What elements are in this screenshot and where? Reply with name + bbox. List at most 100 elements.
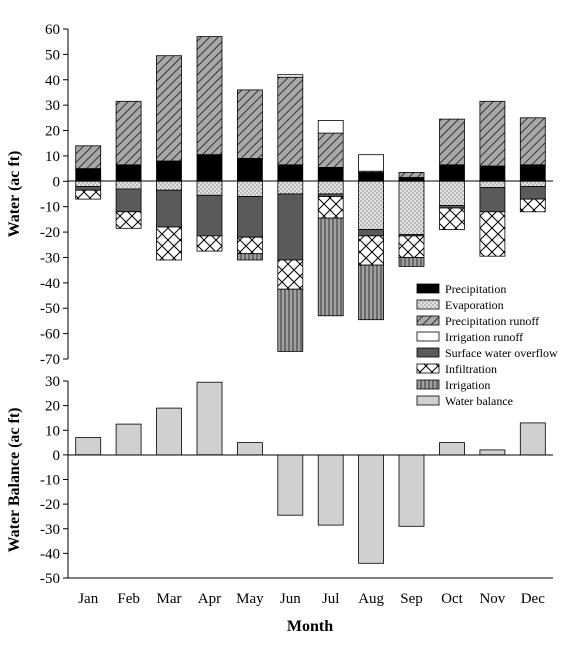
bar-water-balance-jan xyxy=(75,437,102,456)
top-y-tick-label: 0 xyxy=(53,174,61,190)
bar-precipitation-runoff-mar xyxy=(156,55,182,162)
bar-infiltration-may xyxy=(236,236,263,255)
legend-label-precipitation-runoff: Precipitation runoff xyxy=(445,314,539,328)
bar-infiltration-aug xyxy=(358,235,385,266)
legend-swatch-precipitation-runoff xyxy=(416,315,440,326)
bar-irrigation-runoff-aug xyxy=(358,154,385,172)
bar-water-balance-aug xyxy=(358,454,385,564)
legend-swatch-precipitation xyxy=(416,283,440,294)
top-y-tick-label: 20 xyxy=(45,124,60,140)
x-tick-label-may: May xyxy=(236,591,264,607)
bar-irrigation-runoff-jun xyxy=(277,74,304,78)
top-y-tick-label: 30 xyxy=(45,98,60,114)
bar-precipitation-feb xyxy=(115,164,142,182)
bottom-y-tick-label: -10 xyxy=(40,473,60,489)
bar-precipitation-runoff-dec xyxy=(519,117,546,166)
bar-infiltration-feb xyxy=(115,211,142,229)
bar-surface-water-overflow-nov xyxy=(479,187,506,213)
bar-precipitation-runoff-nov xyxy=(479,100,506,167)
bar-surface-water-overflow-mar xyxy=(156,189,182,228)
x-tick-label-jul: Jul xyxy=(322,591,340,607)
bar-precipitation-runoff-sep xyxy=(398,171,425,178)
bar-evaporation-dec xyxy=(519,180,546,187)
bar-surface-water-overflow-apr xyxy=(196,194,223,237)
bottom-y-tick-label: 30 xyxy=(45,374,60,390)
bar-infiltration-apr xyxy=(196,235,223,252)
bar-precipitation-aug xyxy=(358,171,385,182)
top-y-tick-label: -40 xyxy=(40,276,60,292)
bar-precipitation-oct xyxy=(439,164,465,182)
bar-surface-water-overflow-dec xyxy=(519,185,546,200)
legend-swatch-evaporation xyxy=(416,299,440,310)
water-balance-panel: 30 20 10 0 -10 -20 -30 -40 -50 Jan Feb Mar Apr May Ju… xyxy=(6,374,553,635)
x-tick-label-sep: Sep xyxy=(400,591,423,607)
legend: Precipitation Evaporation Precipitation ru… xyxy=(416,282,558,408)
top-y-ticks: 60 50 40 30 20 10 0 -10 -20 -30 -40 -50 -60 -70 xyxy=(40,22,68,368)
x-axis-label: Month xyxy=(287,618,333,635)
top-y-tick-label: 60 xyxy=(45,22,60,38)
top-y-tick-label: 50 xyxy=(45,47,60,63)
bar-infiltration-jun xyxy=(277,259,304,290)
bottom-y-tick-label: 20 xyxy=(45,399,60,415)
x-tick-label-nov: Nov xyxy=(479,591,505,607)
bar-water-balance-mar xyxy=(156,407,182,456)
bar-irrigation-jun xyxy=(277,288,304,352)
bar-precipitation-dec xyxy=(519,164,546,182)
top-y-tick-label: -50 xyxy=(40,301,60,317)
bar-surface-water-overflow-jan xyxy=(75,185,102,191)
bar-infiltration-jul xyxy=(317,196,344,219)
x-tick-label-oct: Oct xyxy=(441,591,463,607)
legend-label-water-balance: Water balance xyxy=(445,394,513,408)
bar-precipitation-runoff-jun xyxy=(277,76,304,166)
bar-evaporation-jul xyxy=(317,180,344,195)
x-tick-label-apr: Apr xyxy=(198,591,221,607)
bar-evaporation-aug xyxy=(358,180,385,230)
top-y-tick-label: 10 xyxy=(45,149,60,165)
legend-swatch-water-balance xyxy=(416,395,440,406)
legend-label-evaporation: Evaporation xyxy=(445,298,504,312)
bar-evaporation-sep xyxy=(398,180,425,236)
bottom-y-tick-label: -40 xyxy=(40,546,60,562)
water-components-panel: 60 50 40 30 20 10 0 -10 -20 -30 -40 -50 -60 -70 Water… xyxy=(6,22,558,408)
legend-label-irrigation-runoff: Irrigation runoff xyxy=(445,330,523,344)
bar-water-balance-may xyxy=(236,442,263,456)
bar-precipitation-runoff-apr xyxy=(196,36,223,155)
bar-precipitation-nov xyxy=(479,165,506,182)
x-tick-label-jun: Jun xyxy=(280,591,301,607)
bar-infiltration-nov xyxy=(479,211,506,257)
bottom-y-ticks: 30 20 10 0 -10 -20 -30 -40 -50 xyxy=(40,374,68,587)
top-y-axis-label: Water (ac ft) xyxy=(6,151,23,238)
bottom-y-tick-label: -50 xyxy=(40,571,60,587)
x-tick-label-mar: Mar xyxy=(157,591,182,607)
legend-swatch-infiltration xyxy=(416,363,440,374)
legend-swatch-surface-water-overflow xyxy=(416,347,440,358)
bar-water-balance-dec xyxy=(519,422,546,456)
bar-infiltration-jan xyxy=(75,189,102,200)
bar-precipitation-runoff-oct xyxy=(439,118,465,166)
bottom-bar-layer xyxy=(75,381,546,564)
top-y-tick-label: -20 xyxy=(40,225,60,241)
bar-surface-water-overflow-oct xyxy=(439,204,465,209)
bar-evaporation-oct xyxy=(439,180,465,206)
bar-infiltration-sep xyxy=(398,235,425,258)
bar-evaporation-may xyxy=(236,180,263,197)
bar-water-balance-sep xyxy=(398,454,425,527)
bar-precipitation-jul xyxy=(317,166,344,182)
bar-water-balance-apr xyxy=(196,381,223,456)
bar-evaporation-feb xyxy=(115,180,142,190)
x-tick-label-aug: Aug xyxy=(358,591,384,607)
top-y-tick-label: -10 xyxy=(40,200,60,216)
legend-swatch-irrigation xyxy=(416,379,440,390)
x-tick-label-jan: Jan xyxy=(78,591,98,607)
bar-water-balance-jun xyxy=(277,454,304,516)
bar-precipitation-runoff-jan xyxy=(75,145,102,170)
legend-label-precipitation: Precipitation xyxy=(445,282,506,296)
x-tick-label-dec: Dec xyxy=(521,591,545,607)
top-y-tick-label: -60 xyxy=(40,327,60,343)
bar-surface-water-overflow-may xyxy=(236,196,263,238)
bar-precipitation-may xyxy=(236,158,263,182)
bar-precipitation-runoff-feb xyxy=(115,100,142,166)
bar-precipitation-mar xyxy=(156,160,182,182)
bar-precipitation-runoff-may xyxy=(236,89,263,159)
